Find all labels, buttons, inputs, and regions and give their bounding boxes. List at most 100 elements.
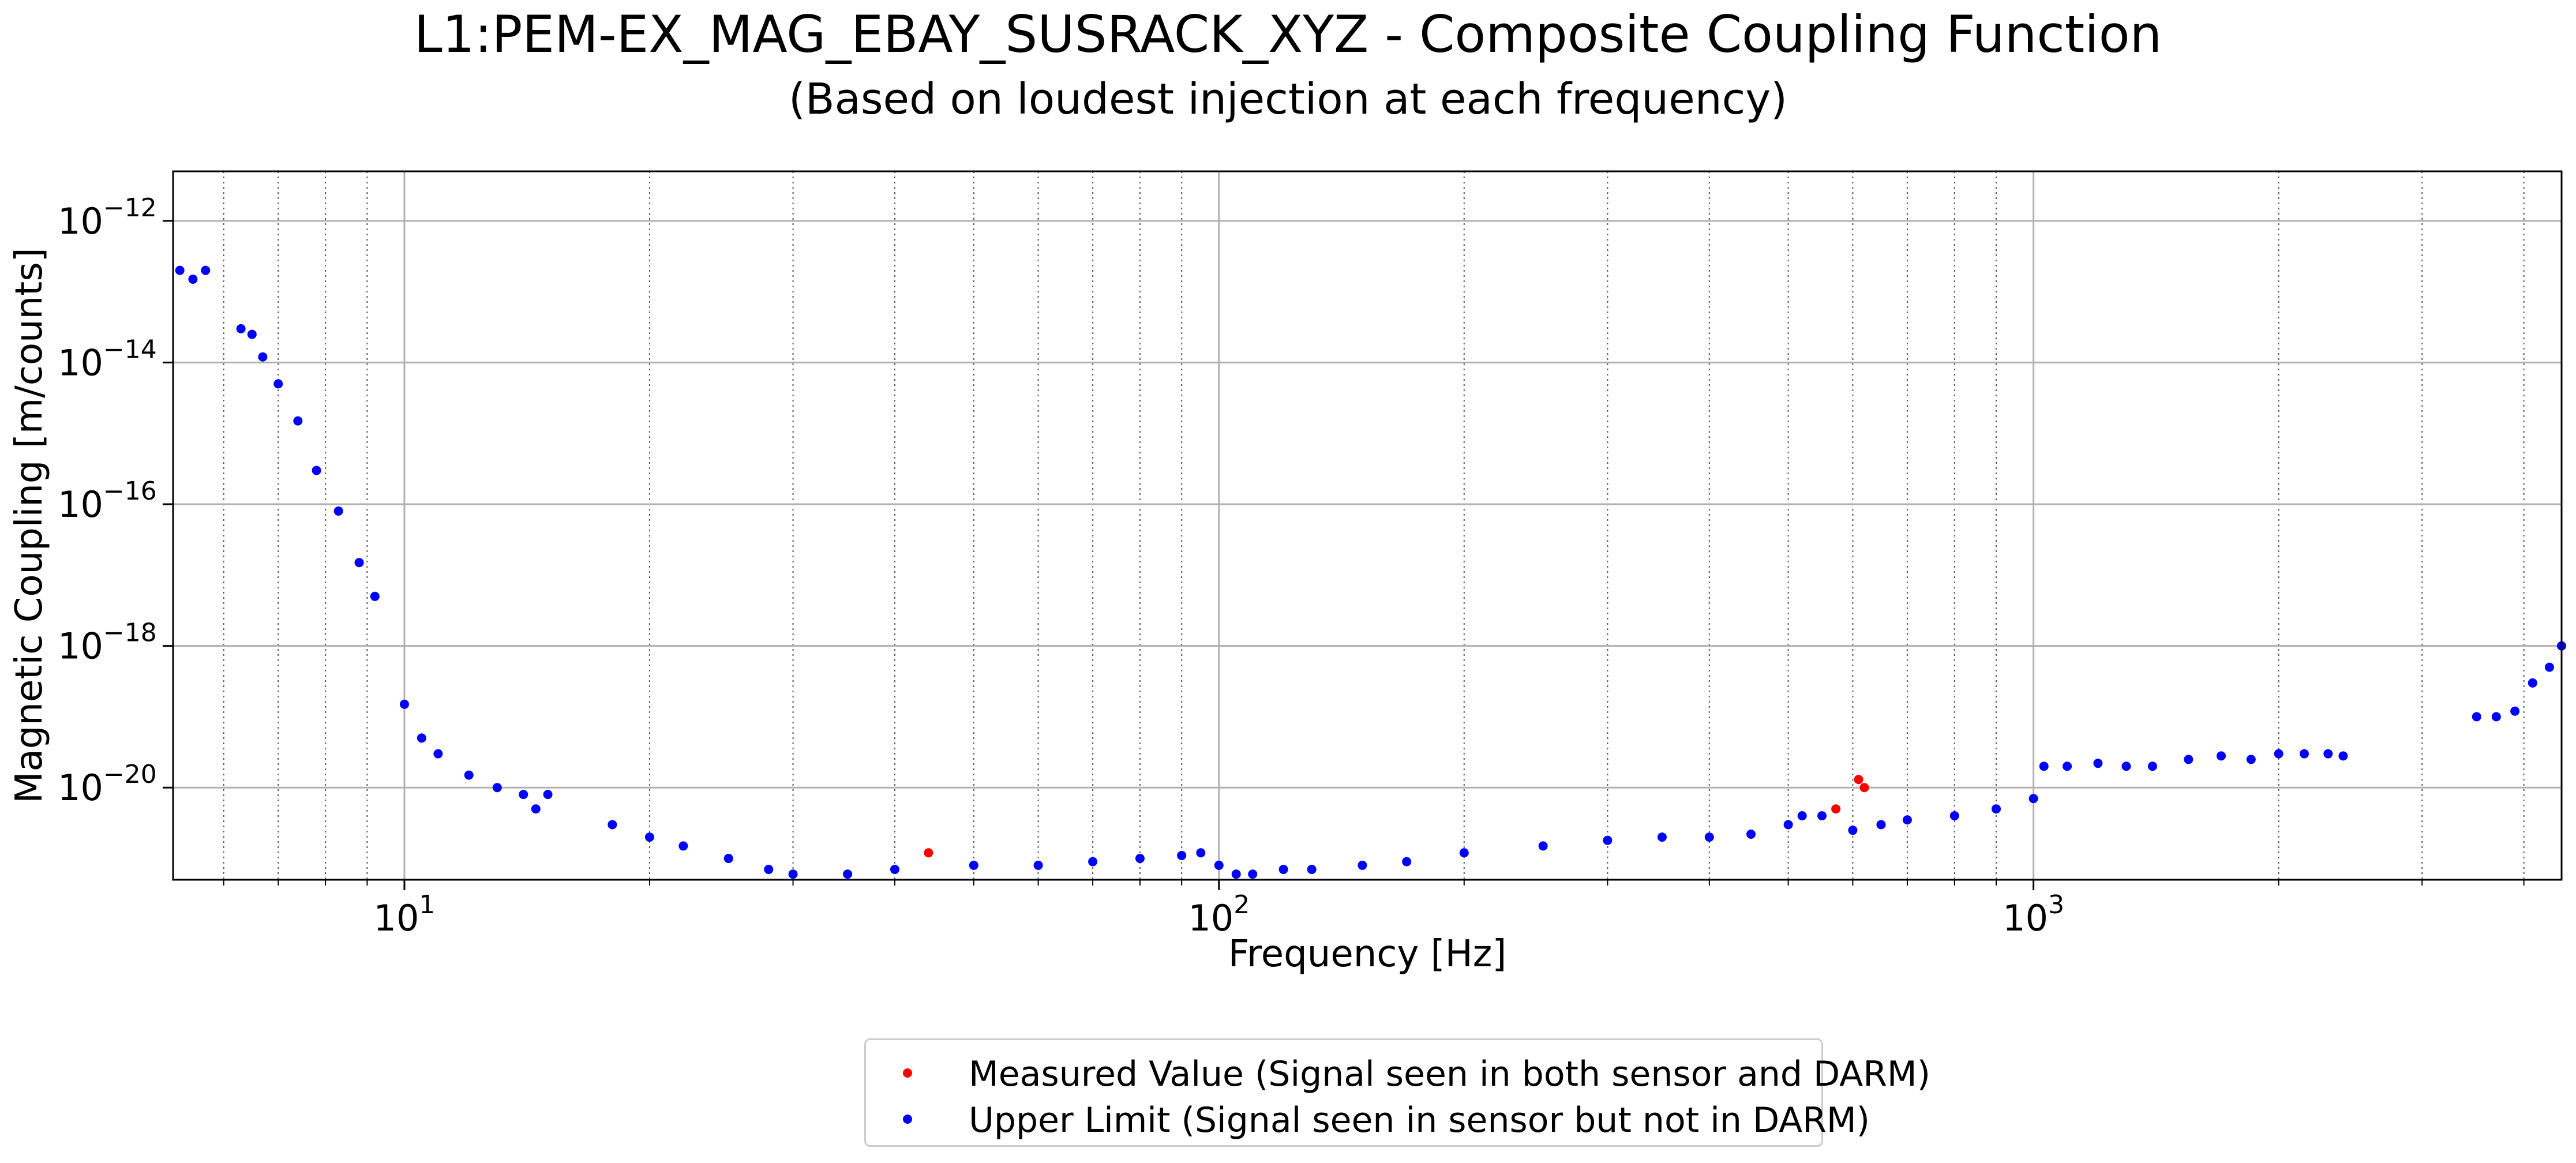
upper-limit-point (2299, 749, 2309, 759)
upper-limit-point (1848, 826, 1858, 835)
x-tick-label: 101 (374, 890, 436, 939)
upper-limit-point (1196, 848, 1206, 858)
upper-limit-point (519, 790, 528, 800)
upper-limit-point (1231, 869, 1241, 879)
grid-layer (173, 171, 2562, 880)
upper-limit-point (333, 506, 343, 516)
upper-limit-point (2323, 749, 2333, 759)
upper-limit-point (843, 869, 853, 879)
upper-limit-point (2274, 749, 2283, 759)
upper-limit-point (1603, 835, 1613, 845)
legend-label-measured: Measured Value (Signal seen in both sens… (969, 1054, 1931, 1094)
upper-limit-point (370, 591, 380, 601)
points-layer (175, 265, 2566, 879)
upper-limit-point (2528, 678, 2537, 688)
upper-limit-point (1797, 811, 1807, 821)
upper-limit-point (788, 869, 798, 879)
upper-limit-point (1817, 811, 1827, 821)
upper-limit-point (890, 865, 899, 875)
upper-limit-point (1746, 829, 1756, 839)
x-axis-label: Frequency [Hz] (1228, 933, 1507, 976)
upper-limit-point (644, 832, 654, 842)
upper-limit-point (417, 733, 426, 743)
upper-limit-point (1704, 832, 1714, 842)
upper-limit-point (293, 416, 303, 426)
chart-subtitle: (Based on loudest injection at each freq… (789, 74, 1787, 124)
upper-limit-point (188, 275, 198, 284)
upper-limit-point (1033, 860, 1043, 870)
upper-limit-point (2147, 761, 2157, 771)
upper-limit-point (247, 329, 257, 339)
upper-limit-point (678, 841, 688, 851)
upper-limit-point (175, 265, 185, 275)
x-tick-label: 103 (2003, 890, 2064, 939)
upper-limit-point (1135, 854, 1145, 864)
x-tick-label: 102 (1188, 890, 1250, 939)
legend-item-measured: Measured Value (Signal seen in both sens… (866, 1051, 1930, 1097)
upper-limit-point (1214, 860, 1224, 870)
chart-title: L1:PEM-EX_MAG_EBAY_SUSRACK_XYZ - Composi… (414, 5, 2162, 64)
upper-limit-point (1657, 832, 1667, 842)
upper-limit-point (1088, 857, 1098, 866)
upper-limit-point (608, 820, 617, 830)
upper-limit-point (1307, 865, 1317, 875)
legend: Measured Value (Signal seen in both sens… (864, 1038, 1930, 1147)
legend-label-upper-limit: Upper Limit (Signal seen in sensor but n… (969, 1100, 1870, 1141)
upper-limit-point (1402, 857, 1412, 866)
upper-limit-point (2472, 712, 2481, 722)
upper-limit-point (433, 749, 443, 759)
y-tick-label: 10−14 (58, 335, 157, 384)
upper-limit-point (492, 783, 502, 793)
upper-limit-point (1876, 820, 1886, 830)
measured-point (1831, 804, 1841, 814)
upper-limit-point (723, 854, 733, 864)
measured-point (1859, 783, 1869, 793)
legend-marker-upper-limit (903, 1115, 912, 1124)
upper-limit-point (236, 324, 246, 333)
upper-limit-point (1902, 815, 1912, 825)
upper-limit-point (399, 699, 409, 709)
upper-limit-point (1949, 811, 1959, 821)
upper-limit-point (2216, 751, 2226, 761)
upper-limit-point (764, 865, 774, 875)
upper-limit-point (531, 804, 541, 814)
upper-limit-point (2491, 712, 2501, 722)
upper-limit-point (354, 558, 364, 568)
upper-limit-point (464, 770, 474, 780)
plot-frame (172, 170, 2563, 881)
upper-limit-point (2510, 706, 2520, 716)
y-tick-label: 10−18 (58, 618, 157, 667)
upper-limit-point (2121, 761, 2131, 771)
legend-item-upper-limit: Upper Limit (Signal seen in sensor but n… (866, 1097, 1870, 1143)
upper-limit-point (312, 466, 321, 475)
y-tick-label: 10−12 (58, 193, 157, 242)
upper-limit-point (543, 790, 553, 800)
upper-limit-point (1459, 848, 1469, 858)
upper-limit-point (2039, 761, 2049, 771)
y-tick-label: 10−16 (58, 477, 157, 526)
y-axis-label: Magnetic Coupling [m/counts] (8, 247, 51, 803)
upper-limit-point (1278, 865, 1288, 875)
measured-point (924, 848, 933, 858)
upper-limit-point (2093, 759, 2103, 768)
upper-limit-point (201, 265, 211, 275)
measured-point (1854, 775, 1863, 785)
upper-limit-point (969, 860, 978, 870)
tick-layer: 101 102 103 10−12 10−14 10−16 10−18 10−20 (58, 193, 2525, 939)
upper-limit-point (258, 352, 268, 362)
upper-limit-point (2246, 755, 2256, 764)
legend-marker-measured (903, 1068, 912, 1078)
y-tick-label: 10−20 (58, 760, 157, 809)
upper-limit-point (1248, 869, 1258, 879)
upper-limit-point (1992, 804, 2001, 814)
upper-limit-point (1783, 820, 1793, 830)
upper-limit-point (273, 379, 283, 389)
upper-limit-point (1358, 860, 1367, 870)
upper-limit-point (1177, 850, 1187, 860)
upper-limit-point (1538, 841, 1548, 851)
upper-limit-point (2028, 794, 2038, 804)
upper-limit-point (2184, 755, 2193, 764)
upper-limit-point (2544, 662, 2554, 672)
